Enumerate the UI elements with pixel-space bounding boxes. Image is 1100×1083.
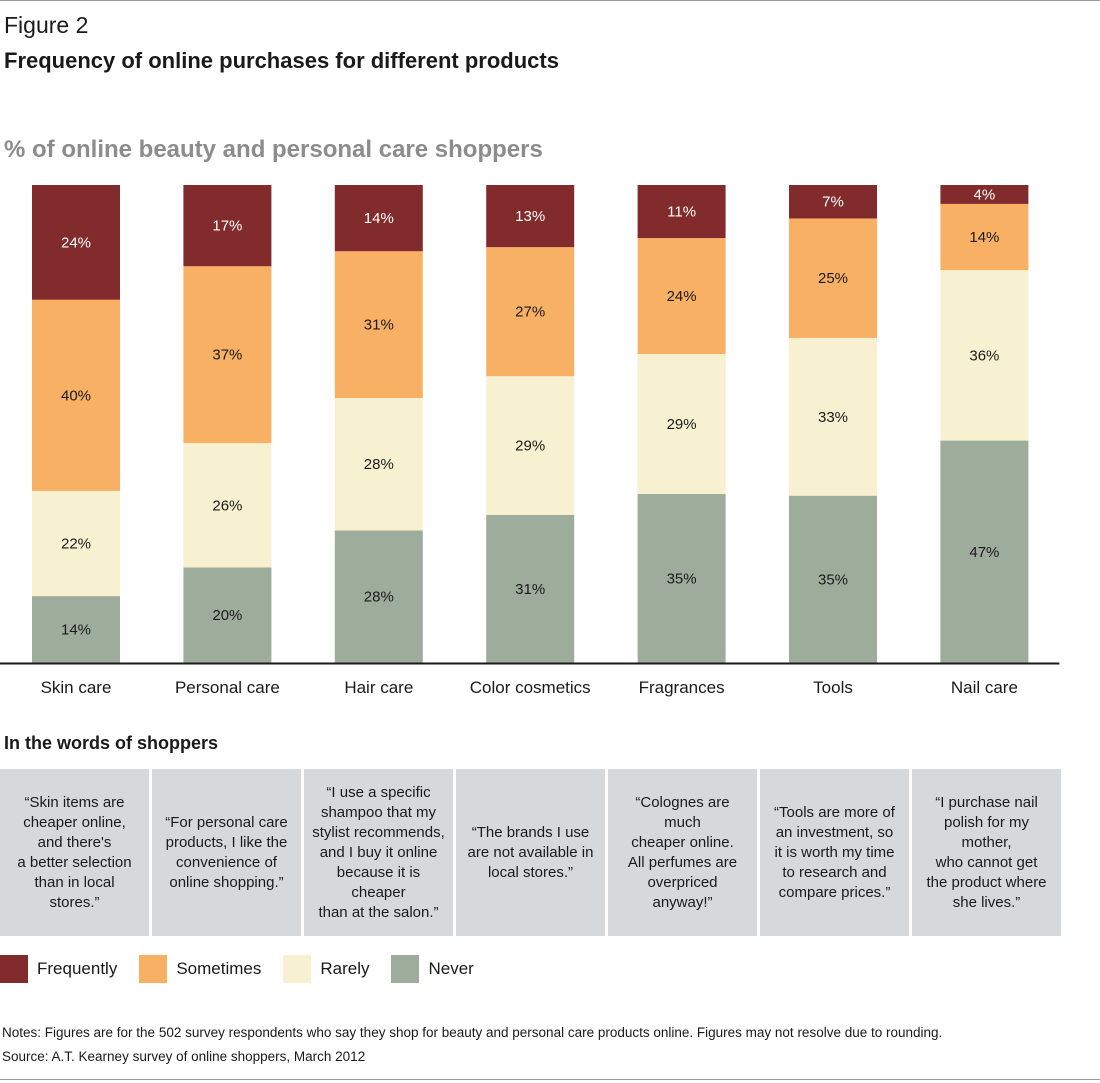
data-label-personal-care-never: 20%	[212, 607, 242, 624]
data-label-hair-care-frequently: 14%	[364, 210, 394, 227]
bar-fragrances-sometimes	[637, 238, 726, 354]
bar-color-cosmetics-sometimes	[486, 247, 575, 377]
bar-fragrances-never	[637, 494, 726, 663]
data-label-hair-care-rarely: 28%	[364, 456, 394, 473]
legend-item-never: Never	[391, 955, 474, 983]
notes-block: Notes: Figures are for the 502 survey re…	[2, 1021, 942, 1069]
bar-skin-care-rarely	[32, 490, 120, 597]
bar-personal-care-sometimes	[183, 266, 272, 444]
top-rule	[0, 0, 1100, 1]
quote-hair-care: “I use a specific shampoo that my stylis…	[304, 769, 453, 936]
bar-tools-never	[789, 495, 877, 663]
bar-tools-sometimes	[789, 218, 877, 338]
stacked-bar-chart: 14% 22% 40% 24% Skin care 20% 26% 37% 17% Persona…	[0, 185, 1060, 697]
bar-nail-care-sometimes	[940, 203, 1029, 271]
data-label-hair-care-never: 28%	[364, 589, 394, 606]
quote-skin-care: “Skin items are cheaper online, and ther…	[0, 769, 149, 936]
data-label-skin-care-frequently: 24%	[61, 234, 91, 251]
figure-label: Figure 2	[4, 12, 89, 38]
bar-skin-care-frequently	[32, 185, 120, 300]
x-tick-label-fragrances: Fragrances	[639, 678, 725, 697]
data-label-tools-rarely: 33%	[818, 409, 848, 426]
bar-color-cosmetics-never	[486, 514, 575, 663]
bar-personal-care-never	[183, 567, 272, 663]
data-label-personal-care-rarely: 26%	[212, 497, 242, 514]
notes-text: Notes: Figures are for the 502 survey re…	[2, 1025, 943, 1040]
bar-hair-care-frequently	[334, 185, 423, 252]
quotes-heading: In the words of shoppers	[4, 733, 219, 753]
data-label-tools-sometimes: 25%	[818, 270, 848, 287]
chart-legend: Frequently Sometimes Rarely Never	[0, 955, 496, 983]
legend-swatch-frequently	[0, 955, 28, 983]
data-label-tools-frequently: 7%	[822, 194, 844, 211]
bar-skin-care-never	[32, 596, 120, 663]
bar-personal-care-rarely	[183, 443, 272, 568]
data-label-nail-care-sometimes: 14%	[969, 229, 999, 246]
source-text: Source: A.T. Kearney survey of online sh…	[2, 1049, 366, 1064]
data-label-nail-care-never: 47%	[969, 544, 999, 561]
quote-personal-care: “For personal care products, I like the …	[152, 769, 301, 936]
bar-hair-care-never	[334, 530, 423, 663]
quote-nail-care: “I purchase nail polish for my mother, w…	[912, 769, 1061, 936]
quote-tools: “Tools are more of an investment, so it …	[760, 769, 909, 936]
x-tick-label-color-cosmetics: Color cosmetics	[470, 678, 591, 697]
bar-color-cosmetics-rarely	[486, 376, 575, 515]
quote-fragrances: “Colognes are much cheaper online. All p…	[608, 769, 757, 936]
legend-label-rarely: Rarely	[320, 959, 370, 978]
bar-nail-care-never	[940, 440, 1029, 663]
bar-color-cosmetics-frequently	[486, 185, 575, 248]
data-label-skin-care-never: 14%	[61, 622, 91, 639]
data-label-tools-never: 35%	[818, 571, 848, 588]
bar-hair-care-sometimes	[334, 251, 423, 398]
bar-nail-care-rarely	[940, 270, 1029, 441]
bar-skin-care-sometimes	[32, 299, 120, 491]
legend-swatch-rarely	[283, 955, 312, 983]
data-label-fragrances-frequently: 11%	[667, 204, 696, 221]
bar-tools-frequently	[789, 185, 877, 219]
data-label-fragrances-rarely: 29%	[667, 416, 697, 433]
legend-label-never: Never	[428, 959, 474, 978]
legend-label-sometimes: Sometimes	[176, 959, 262, 978]
figure-title: Frequency of online purchases for differ…	[4, 48, 559, 73]
data-label-skin-care-rarely: 22%	[61, 536, 91, 553]
data-label-color-cosmetics-never: 31%	[515, 581, 545, 598]
x-tick-label-skin-care: Skin care	[41, 678, 112, 697]
data-label-nail-care-rarely: 36%	[969, 347, 999, 364]
data-label-hair-care-sometimes: 31%	[364, 317, 394, 334]
data-label-color-cosmetics-rarely: 29%	[515, 438, 545, 455]
chart-title: % of online beauty and personal care sho…	[4, 136, 543, 163]
x-tick-label-tools: Tools	[813, 678, 853, 697]
x-tick-label-personal-care: Personal care	[175, 678, 280, 697]
legend-item-frequently: Frequently	[0, 955, 117, 983]
bar-tools-rarely	[789, 337, 877, 496]
legend-label-frequently: Frequently	[37, 959, 118, 978]
x-tick-label-hair-care: Hair care	[344, 678, 413, 697]
bar-fragrances-rarely	[637, 353, 726, 495]
quote-color-cosmetics: “The brands I use are not available in l…	[456, 769, 605, 936]
data-label-skin-care-sometimes: 40%	[61, 387, 91, 404]
data-label-personal-care-frequently: 17%	[212, 218, 242, 235]
legend-swatch-sometimes	[139, 955, 168, 983]
data-label-personal-care-sometimes: 37%	[212, 347, 242, 364]
x-tick-label-nail-care: Nail care	[951, 678, 1018, 697]
bottom-rule	[0, 1079, 1100, 1080]
data-label-fragrances-sometimes: 24%	[667, 288, 697, 305]
data-label-color-cosmetics-sometimes: 27%	[515, 304, 545, 321]
bar-personal-care-frequently	[183, 185, 272, 267]
data-label-nail-care-frequently: 4%	[974, 186, 996, 203]
quotes-row: “Skin items are cheaper online, and ther…	[0, 769, 1061, 936]
legend-item-sometimes: Sometimes	[139, 955, 261, 983]
bar-hair-care-rarely	[334, 397, 423, 531]
legend-swatch-never	[391, 955, 420, 983]
data-label-color-cosmetics-frequently: 13%	[515, 208, 545, 225]
bar-nail-care-frequently	[940, 185, 1029, 204]
data-label-fragrances-never: 35%	[667, 571, 697, 588]
bar-fragrances-frequently	[637, 185, 726, 239]
legend-item-rarely: Rarely	[283, 955, 369, 983]
